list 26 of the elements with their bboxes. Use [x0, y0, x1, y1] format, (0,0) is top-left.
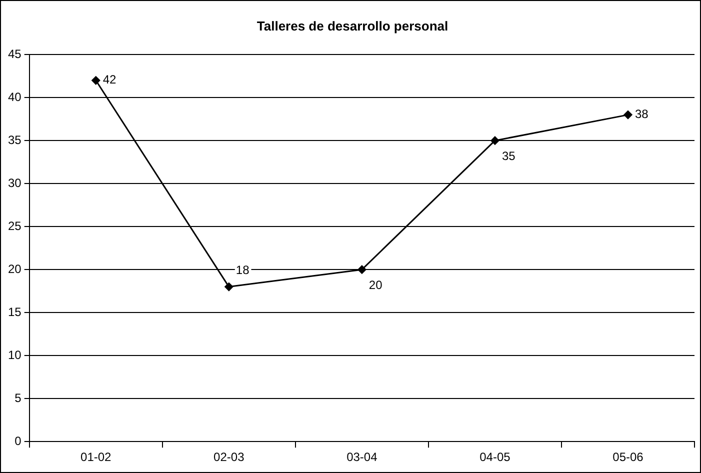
- point: [92, 76, 100, 85]
- x-tick-label: 02-03: [214, 450, 245, 464]
- y-tick-label: 5: [14, 390, 22, 405]
- x-tick-label: 03-04: [346, 450, 378, 464]
- y-tick-label: 30: [8, 176, 22, 190]
- data-label: 38: [634, 107, 649, 122]
- point: [358, 265, 366, 274]
- y-tick-label: 45: [8, 46, 22, 61]
- chart-title: Talleres de desarrollo personal: [256, 18, 448, 34]
- y-tick-label: 0: [14, 434, 22, 448]
- y-tick-label: 40: [8, 90, 22, 104]
- x-tick-label: 05-06: [612, 450, 644, 464]
- data-label: 42: [102, 72, 117, 87]
- x-tick-label: 01-02: [80, 450, 112, 464]
- y-tick-label: 25: [8, 218, 22, 233]
- data-label: 20: [368, 278, 383, 292]
- y-tick-label: 10: [8, 348, 22, 362]
- point: [224, 282, 234, 292]
- x-tick-label: 04-05: [480, 450, 511, 464]
- y-tick-label: 15: [8, 304, 22, 319]
- point: [490, 136, 500, 145]
- data-label: 18: [236, 263, 250, 278]
- point: [624, 110, 632, 120]
- y-tick-label: 35: [8, 132, 22, 147]
- data-label: 35: [502, 148, 516, 163]
- y-tick-label: 20: [8, 262, 22, 276]
